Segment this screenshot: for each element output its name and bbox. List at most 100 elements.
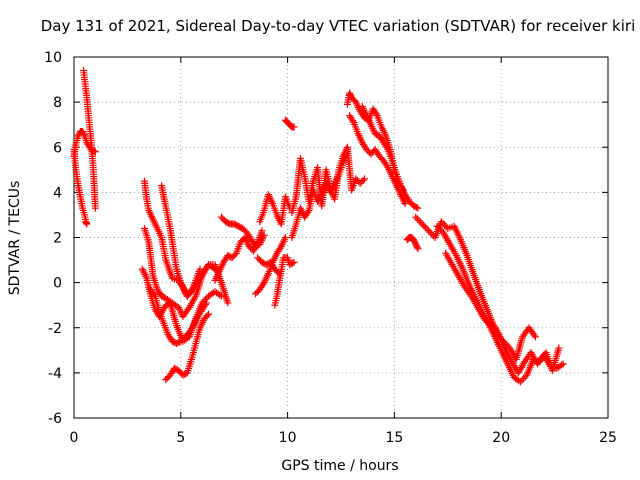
data-point xyxy=(410,237,418,245)
data-point xyxy=(531,333,539,341)
data-point xyxy=(412,203,420,211)
data-point xyxy=(383,144,391,152)
y-tick-label: 2 xyxy=(53,231,62,247)
series-trace-11 xyxy=(211,227,266,284)
series-trace-7 xyxy=(145,283,210,348)
data-point xyxy=(186,289,194,297)
x-axis-label: GPS time / hours xyxy=(281,458,398,474)
data-point xyxy=(436,226,444,234)
series-trace-15 xyxy=(271,254,298,309)
data-point xyxy=(423,225,431,233)
data-point xyxy=(493,331,501,339)
y-tick-label: -6 xyxy=(48,411,62,427)
data-point xyxy=(415,217,423,225)
data-point xyxy=(412,242,420,250)
data-point xyxy=(205,310,213,318)
data-marks xyxy=(70,67,567,386)
grid-lines xyxy=(74,57,608,418)
y-tick-label: 10 xyxy=(44,50,62,66)
data-point xyxy=(518,376,526,384)
data-point xyxy=(480,315,488,323)
data-point xyxy=(216,291,224,299)
data-point xyxy=(209,264,217,272)
data-point xyxy=(74,132,82,140)
data-point xyxy=(80,130,88,138)
data-point xyxy=(281,234,289,241)
y-tick-label: 6 xyxy=(53,140,62,156)
data-point xyxy=(201,301,209,309)
data-point xyxy=(349,117,357,125)
series-trace-12 xyxy=(256,191,294,228)
data-point xyxy=(196,265,204,273)
data-point xyxy=(421,223,429,231)
data-point xyxy=(289,259,297,267)
data-point xyxy=(411,239,419,247)
y-axis-label: SDTVAR / TECUs xyxy=(7,181,23,296)
data-point xyxy=(504,342,512,350)
data-point xyxy=(401,200,409,208)
data-point xyxy=(372,110,380,118)
data-point xyxy=(441,221,449,229)
data-point xyxy=(498,336,506,344)
data-point xyxy=(516,378,524,386)
data-point xyxy=(412,240,420,248)
data-point xyxy=(435,224,443,232)
data-point xyxy=(290,258,298,266)
data-point xyxy=(520,375,528,383)
series-trace-8 xyxy=(158,182,204,300)
series-trace-24 xyxy=(433,222,563,386)
data-point xyxy=(433,222,441,230)
data-point xyxy=(317,192,325,200)
data-point xyxy=(503,341,511,349)
data-point xyxy=(304,208,312,216)
data-point xyxy=(346,89,354,97)
y-tick-label: 4 xyxy=(53,185,62,201)
data-point xyxy=(495,332,503,340)
x-tick-label: 0 xyxy=(70,430,79,446)
data-point xyxy=(217,292,225,300)
series-trace-16 xyxy=(281,116,298,131)
y-tick-label: 8 xyxy=(53,95,62,111)
data-point xyxy=(558,361,566,369)
data-point xyxy=(181,288,189,296)
data-point xyxy=(499,337,507,345)
data-point xyxy=(438,227,446,235)
axis-ticks: 0 5 10 15 20 25 -6 -4 -2 0 2 4 6 8 10 xyxy=(44,50,617,446)
series-trace-5 xyxy=(140,224,219,320)
data-point xyxy=(274,268,282,276)
y-tick-label: -2 xyxy=(48,321,62,337)
series-trace-14 xyxy=(254,254,283,278)
x-tick-label: 5 xyxy=(176,430,185,446)
data-point xyxy=(359,176,367,184)
data-point xyxy=(414,204,422,212)
x-tick-label: 15 xyxy=(385,430,403,446)
data-point xyxy=(410,236,418,244)
y-tick-label: 0 xyxy=(53,276,62,292)
series-trace-21 xyxy=(358,103,422,212)
data-point xyxy=(91,204,99,212)
data-point xyxy=(258,227,266,235)
x-tick-label: 10 xyxy=(279,430,297,446)
series-trace-6 xyxy=(138,265,225,345)
data-point xyxy=(79,127,87,135)
data-point xyxy=(360,175,368,183)
chart-title: Day 131 of 2021, Sidereal Day-to-day VTE… xyxy=(41,17,636,35)
series-trace-2 xyxy=(70,146,91,228)
data-point xyxy=(521,373,529,381)
data-point xyxy=(555,344,563,352)
data-point xyxy=(343,148,351,156)
series-trace-18 xyxy=(288,148,351,241)
data-point xyxy=(425,227,433,235)
data-point xyxy=(482,316,490,324)
data-point xyxy=(496,334,504,342)
data-point xyxy=(483,318,491,326)
data-point xyxy=(501,339,509,347)
data-point xyxy=(413,243,421,251)
data-point xyxy=(346,91,354,99)
data-point xyxy=(417,218,425,226)
x-tick-label: 20 xyxy=(492,430,510,446)
data-point xyxy=(412,213,420,221)
data-point xyxy=(202,299,210,307)
data-point xyxy=(231,251,239,259)
